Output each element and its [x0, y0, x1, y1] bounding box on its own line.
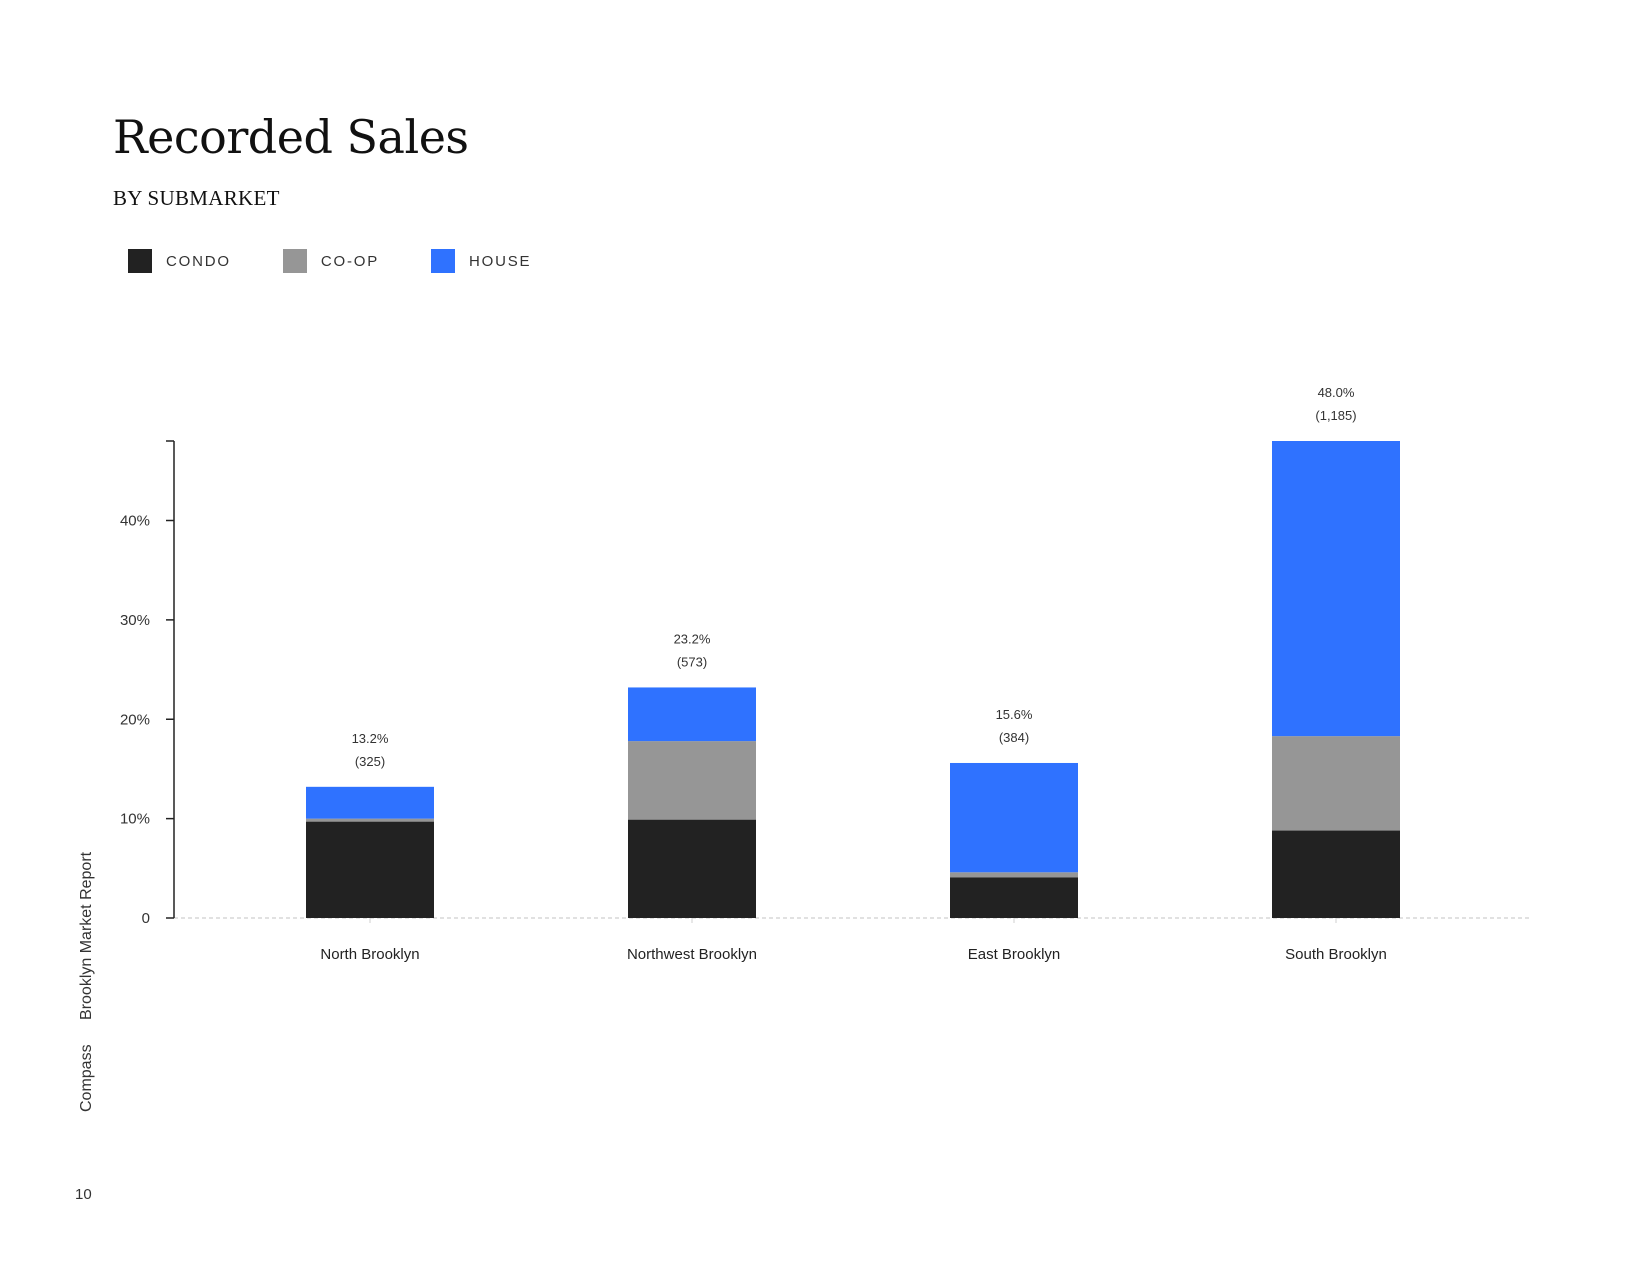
legend-swatch-condo: [128, 249, 152, 273]
total-label-3: 48.0%: [1318, 385, 1355, 400]
brand-label: Compass: [78, 1044, 95, 1112]
bar-co-op-2: [950, 872, 1078, 878]
total-label-0: 13.2%: [352, 731, 389, 746]
y-tick-label-10: 10%: [120, 811, 150, 828]
chart-title: Recorded Sales: [113, 110, 469, 164]
legend-item-house: HOUSE: [431, 249, 531, 273]
y-tick-label-20: 20%: [120, 711, 150, 728]
category-label-0: North Brooklyn: [320, 946, 419, 963]
legend-label-condo: CONDO: [166, 252, 231, 270]
legend-label-house: HOUSE: [469, 252, 532, 270]
legend-swatch-house: [431, 249, 456, 273]
category-label-1: Northwest Brooklyn: [627, 946, 757, 963]
category-label-2: East Brooklyn: [968, 946, 1061, 963]
y-tick-label-40: 40%: [120, 513, 150, 530]
bar-condo-0: [306, 821, 434, 918]
legend: CONDO CO-OP HOUSE: [128, 249, 583, 273]
bar-condo-1: [628, 819, 756, 918]
bar-house-2: [950, 762, 1078, 873]
count-label-3: (1,185): [1315, 408, 1356, 423]
report-label: Brooklyn Market Report: [78, 851, 95, 1020]
total-label-1: 23.2%: [674, 631, 711, 646]
side-label: Compass Brooklyn Market Report: [78, 852, 96, 1112]
legend-label-coop: CO-OP: [320, 252, 380, 270]
bar-co-op-1: [628, 741, 756, 820]
bar-house-3: [1272, 441, 1400, 737]
legend-swatch-coop: [282, 249, 307, 273]
total-label-2: 15.6%: [996, 707, 1033, 722]
bar-co-op-0: [306, 818, 434, 822]
chart-subtitle: BY SUBMARKET: [113, 186, 280, 210]
legend-item-condo: CONDO: [128, 249, 231, 273]
legend-item-coop: CO-OP: [282, 249, 380, 273]
stacked-bar-chart: 0 10% 20% 30% 40% 13.2% (325) North Brooklyn 23.…: [120, 385, 1530, 963]
bar-condo-2: [950, 877, 1078, 918]
y-tick-label-0: 0: [142, 910, 150, 927]
y-tick-label-30: 30%: [120, 612, 150, 629]
bar-condo-3: [1272, 830, 1400, 918]
page-number: 10: [75, 1186, 92, 1203]
count-label-1: (573): [677, 654, 707, 669]
bar-co-op-3: [1272, 736, 1400, 831]
bar-house-1: [628, 687, 756, 742]
category-label-3: South Brooklyn: [1285, 946, 1387, 963]
bar-house-0: [306, 786, 434, 819]
count-label-0: (325): [355, 754, 385, 769]
count-label-2: (384): [999, 730, 1029, 745]
